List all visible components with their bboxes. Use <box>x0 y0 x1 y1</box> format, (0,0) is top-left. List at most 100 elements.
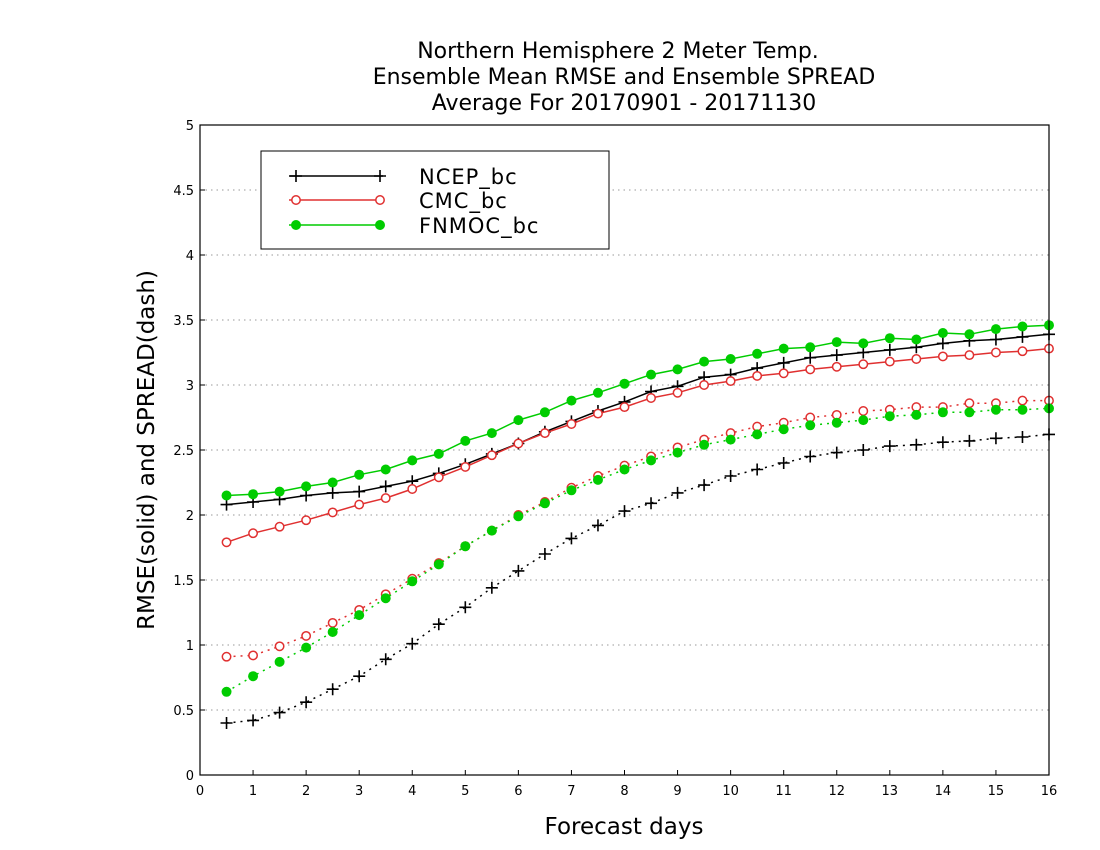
point-FNMOC_bc-solid-5 <box>354 469 365 480</box>
legend: NCEP_bc CMC_bc FNMOC_bc <box>260 150 610 250</box>
point-FNMOC_bc-dash-20 <box>752 429 763 440</box>
point-FNMOC_bc-solid-13 <box>566 395 577 406</box>
point-CMC_bc-solid-9 <box>460 461 471 472</box>
point-NCEP_bc-dash-24 <box>857 444 870 456</box>
x-tick-label-15: 15 <box>988 784 1005 799</box>
point-FNMOC_bc-solid-26 <box>911 334 922 345</box>
point-CMC_bc-dash-4 <box>327 617 338 628</box>
point-NCEP_bc-solid-6 <box>379 480 392 493</box>
x-tick-label-3: 3 <box>355 784 363 799</box>
x-tick-label-12: 12 <box>828 784 845 799</box>
point-CMC_bc-solid-29 <box>990 347 1001 358</box>
legend-marker-start-FNMOC_bc <box>291 220 301 230</box>
point-FNMOC_bc-dash-24 <box>858 415 869 426</box>
point-NCEP_bc-dash-5 <box>353 670 366 683</box>
point-NCEP_bc-dash-0 <box>220 717 233 729</box>
point-FNMOC_bc-solid-30 <box>1017 321 1028 332</box>
point-CMC_bc-solid-16 <box>646 393 656 403</box>
point-NCEP_bc-solid-0 <box>220 498 233 511</box>
y-tick-label-0: 0 <box>186 769 194 784</box>
x-tick-label-2: 2 <box>302 784 310 799</box>
y-tick-label-3: 1.5 <box>173 574 194 589</box>
point-CMC_bc-solid-26 <box>911 354 922 364</box>
point-CMC_bc-solid-8 <box>433 472 444 483</box>
point-FNMOC_bc-solid-12 <box>539 407 550 418</box>
point-NCEP_bc-dash-23 <box>830 446 843 459</box>
point-NCEP_bc-solid-21 <box>777 356 790 369</box>
point-FNMOC_bc-solid-28 <box>964 329 975 340</box>
point-FNMOC_bc-solid-9 <box>460 435 471 446</box>
point-CMC_bc-dash-24 <box>858 406 869 416</box>
point-NCEP_bc-solid-23 <box>830 349 843 362</box>
point-NCEP_bc-dash-16 <box>645 497 658 510</box>
point-NCEP_bc-dash-19 <box>724 470 737 482</box>
point-CMC_bc-solid-14 <box>593 408 603 419</box>
point-FNMOC_bc-dash-14 <box>592 474 603 485</box>
point-CMC_bc-solid-22 <box>805 364 816 375</box>
point-FNMOC_bc-dash-25 <box>884 411 895 422</box>
point-NCEP_bc-dash-27 <box>936 436 949 449</box>
point-FNMOC_bc-solid-22 <box>805 342 816 353</box>
y-tick-label-4: 2 <box>186 509 194 524</box>
point-NCEP_bc-dash-28 <box>963 434 976 447</box>
point-CMC_bc-solid-24 <box>858 359 869 370</box>
x-tick-label-0: 0 <box>196 784 204 799</box>
point-FNMOC_bc-dash-17 <box>672 447 683 458</box>
x-tick-label-13: 13 <box>882 784 899 799</box>
point-CMC_bc-solid-18 <box>699 380 710 390</box>
point-NCEP_bc-dash-21 <box>777 457 790 469</box>
point-FNMOC_bc-dash-11 <box>513 511 524 522</box>
point-FNMOC_bc-solid-1 <box>248 489 259 500</box>
point-NCEP_bc-solid-5 <box>353 485 366 498</box>
point-NCEP_bc-dash-4 <box>326 683 339 696</box>
y-tick-label-9: 4.5 <box>173 184 194 199</box>
point-CMC_bc-solid-0 <box>221 537 232 548</box>
chart-title-line-1: Northern Hemisphere 2 Meter Temp. <box>417 39 819 64</box>
point-FNMOC_bc-solid-0 <box>221 490 232 501</box>
x-tick-label-16: 16 <box>1041 784 1058 799</box>
point-NCEP_bc-dash-8 <box>432 618 445 631</box>
x-tick-label-7: 7 <box>567 784 575 799</box>
x-tick-label-1: 1 <box>249 784 257 799</box>
point-NCEP_bc-dash-20 <box>751 463 764 476</box>
x-tick-label-9: 9 <box>673 784 681 799</box>
x-tick-label-10: 10 <box>722 784 739 799</box>
point-FNMOC_bc-dash-21 <box>778 424 789 435</box>
point-FNMOC_bc-dash-9 <box>460 541 471 552</box>
point-FNMOC_bc-solid-14 <box>592 387 603 398</box>
point-FNMOC_bc-solid-18 <box>699 356 710 367</box>
point-FNMOC_bc-dash-30 <box>1017 404 1028 415</box>
point-NCEP_bc-dash-22 <box>804 450 817 463</box>
point-NCEP_bc-dash-10 <box>485 581 498 594</box>
point-FNMOC_bc-solid-25 <box>884 333 895 344</box>
point-FNMOC_bc-solid-15 <box>619 378 630 389</box>
point-FNMOC_bc-dash-3 <box>301 642 312 653</box>
point-CMC_bc-solid-5 <box>354 499 365 510</box>
point-FNMOC_bc-dash-8 <box>433 559 444 570</box>
series-FNMOC_bc-solid <box>221 320 1054 501</box>
point-CMC_bc-solid-6 <box>380 493 391 504</box>
point-FNMOC_bc-dash-4 <box>327 627 338 637</box>
point-FNMOC_bc-dash-28 <box>964 407 975 418</box>
point-FNMOC_bc-dash-26 <box>911 409 922 420</box>
point-FNMOC_bc-dash-16 <box>646 455 657 466</box>
y-tick-label-6: 3 <box>186 379 194 394</box>
x-tick-label-4: 4 <box>408 784 416 799</box>
point-NCEP_bc-dash-3 <box>300 696 313 709</box>
point-CMC_bc-solid-30 <box>1017 346 1028 357</box>
point-NCEP_bc-dash-18 <box>698 479 711 492</box>
point-FNMOC_bc-solid-16 <box>646 369 657 380</box>
chart-title-line-2: Ensemble Mean RMSE and Ensemble SPREAD <box>373 65 876 90</box>
point-NCEP_bc-solid-27 <box>936 337 949 350</box>
point-FNMOC_bc-solid-11 <box>513 415 524 426</box>
point-CMC_bc-dash-30 <box>1017 395 1028 406</box>
point-FNMOC_bc-dash-2 <box>274 656 285 667</box>
point-FNMOC_bc-dash-1 <box>248 671 259 682</box>
point-CMC_bc-dash-28 <box>964 398 975 409</box>
point-FNMOC_bc-dash-15 <box>619 464 630 475</box>
point-NCEP_bc-solid-3 <box>300 489 313 502</box>
y-axis-label: RMSE(solid) and SPREAD(dash) <box>134 270 160 630</box>
point-FNMOC_bc-dash-22 <box>805 420 816 431</box>
point-CMC_bc-solid-2 <box>274 521 285 532</box>
point-CMC_bc-solid-1 <box>248 528 259 539</box>
